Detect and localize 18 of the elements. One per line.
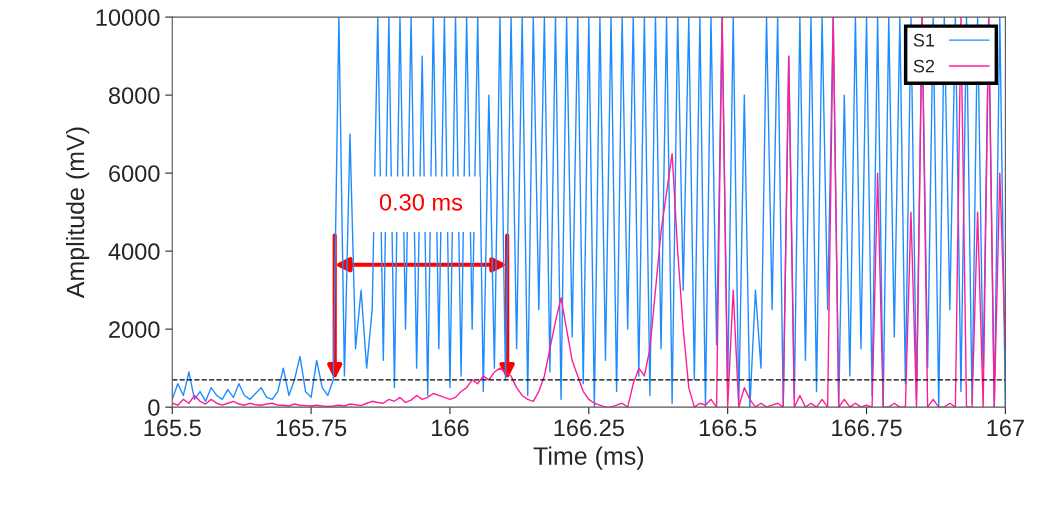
y-tick-label: 4000	[108, 243, 160, 260]
y-tick-label: 6000	[109, 165, 160, 182]
x-tick-label: 165.5	[144, 419, 201, 437]
annotation: 0.30 ms	[379, 193, 463, 211]
x-tick-label: 166.75	[832, 419, 902, 437]
x-tick-label: 165.75	[276, 419, 347, 437]
x-tick-label: 166.5	[699, 419, 757, 437]
y-tick-label: 8000	[108, 87, 160, 104]
x-tick-label: 167	[987, 419, 1024, 437]
y-tick-label: 0	[148, 399, 160, 416]
legend-label: S2	[913, 59, 935, 73]
y-tick-label: 10000	[96, 9, 160, 26]
x-tick-label: 166	[432, 419, 469, 437]
legend-label: S1	[913, 33, 935, 47]
y-axis-title: Amplitude (mV)	[65, 127, 90, 299]
y-tick-label: 2000	[109, 321, 160, 338]
x-axis-title: Time (ms)	[533, 446, 644, 470]
x-tick-label: 166.25	[554, 419, 624, 437]
